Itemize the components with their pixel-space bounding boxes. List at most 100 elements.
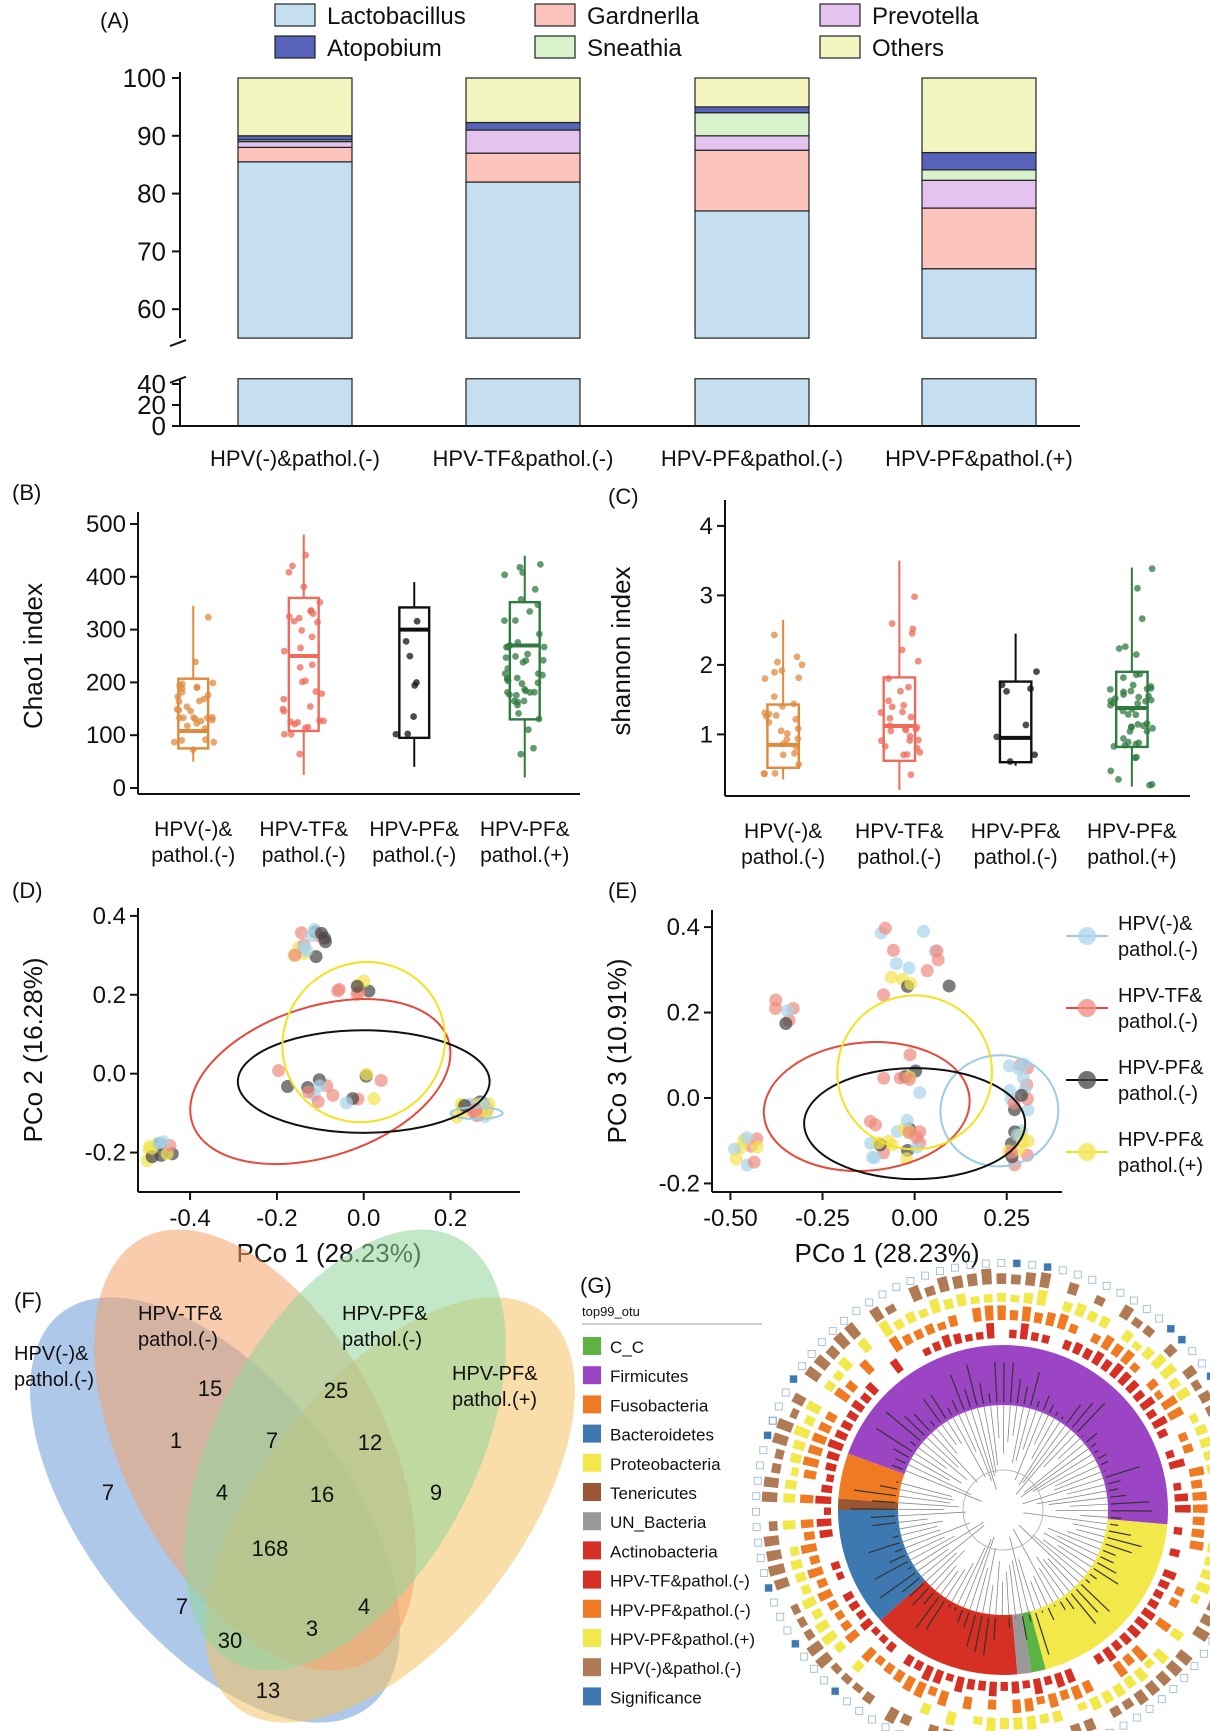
data-point (1148, 565, 1156, 573)
confidence-ellipse (803, 1067, 1027, 1181)
x-tick-label: pathol.(+) (1087, 846, 1176, 869)
abundance-bar (1022, 1679, 1031, 1689)
abundance-bar (1023, 1292, 1034, 1305)
data-point (993, 733, 1001, 741)
legend-swatch (583, 1395, 601, 1414)
tree-branch (958, 1414, 977, 1452)
abundance-bar (1076, 1701, 1088, 1712)
data-point (771, 668, 778, 676)
stacked-bar-segment (465, 77, 581, 124)
legend-label: pathol.(+) (1118, 1155, 1203, 1177)
box (882, 676, 917, 763)
x-tick-label: pathol.(-) (151, 844, 235, 867)
abundance-bar (984, 1305, 994, 1321)
significance-marker (1119, 1721, 1128, 1730)
stacked-bar-segment (921, 207, 1037, 270)
abundance-bar (1190, 1379, 1203, 1392)
tree-branch (1047, 1558, 1075, 1588)
abundance-bar (1025, 1272, 1037, 1287)
abundance-bar (844, 1321, 862, 1340)
y-tick-label: -0.2 (85, 1140, 126, 1167)
abundance-bar (1151, 1415, 1168, 1430)
data-point (1143, 720, 1151, 727)
abundance-bar (1167, 1377, 1182, 1391)
abundance-bar (1121, 1697, 1135, 1711)
abundance-bar (952, 1332, 963, 1345)
tree-tip (1065, 1597, 1075, 1610)
abundance-bar (801, 1595, 818, 1610)
abundance-bar (865, 1381, 880, 1396)
data-point (302, 551, 310, 559)
stacked-bar-segment (465, 129, 581, 154)
abundance-bar (1150, 1353, 1167, 1370)
legend-marker (1078, 1143, 1096, 1161)
abundance-bar (765, 1549, 783, 1562)
abundance-bar (840, 1419, 854, 1432)
data-point (1115, 645, 1123, 652)
data-point (402, 637, 410, 645)
data-point (1121, 741, 1129, 749)
tree-branch (1048, 1497, 1108, 1505)
tree-tip (1086, 1432, 1098, 1443)
abundance-bar (824, 1411, 838, 1424)
tree-branch (1034, 1415, 1049, 1445)
sample-point (311, 1095, 325, 1109)
panel-label-a: (A) (100, 8, 129, 33)
data-point (1143, 727, 1151, 735)
tree-tip (1081, 1435, 1084, 1438)
tree-tip (902, 1577, 920, 1593)
tree-tip (1109, 1523, 1119, 1526)
abundance-bar (1155, 1617, 1172, 1633)
data-point (514, 638, 522, 646)
x-tick-label: pathol.(-) (372, 844, 456, 867)
tree-branch (1066, 1530, 1103, 1544)
abundance-bar (892, 1668, 906, 1684)
x-tick-label: -0.25 (795, 1205, 850, 1232)
sample-point (878, 921, 892, 935)
abundance-bar (761, 1491, 778, 1503)
stacked-bar-segment (237, 161, 353, 339)
abundance-bar (782, 1520, 796, 1530)
abundance-bar (861, 1646, 877, 1663)
abundance-bar (884, 1303, 897, 1316)
data-point (504, 677, 512, 685)
legend-swatch (819, 35, 861, 59)
tree-tip (950, 1374, 965, 1410)
abundance-bar (1032, 1677, 1044, 1695)
abundance-bar (1091, 1350, 1105, 1367)
abundance-bar (941, 1334, 953, 1348)
data-point (517, 750, 525, 758)
abundance-bar (1053, 1672, 1066, 1688)
legend-swatch (583, 1629, 601, 1647)
x-tick-label: pathol.(+) (480, 844, 569, 867)
abundance-bar (899, 1713, 913, 1727)
y-tick-label: 60 (137, 294, 166, 324)
data-point (886, 722, 894, 729)
data-point (877, 737, 885, 745)
data-point (901, 725, 909, 733)
tree-branch (947, 1420, 962, 1444)
abundance-bar (803, 1469, 817, 1480)
data-point (517, 596, 525, 603)
abundance-bar (817, 1421, 833, 1434)
abundance-bar (913, 1328, 925, 1341)
abundance-bar (1202, 1450, 1210, 1462)
data-point (914, 657, 922, 665)
data-point (526, 608, 534, 615)
abundance-bar (936, 1689, 950, 1707)
abundance-bar (996, 1273, 1007, 1285)
y-tick-label: 200 (86, 669, 126, 696)
data-point (1147, 696, 1155, 704)
abundance-bar (1013, 1717, 1023, 1730)
tree-tip (1109, 1488, 1119, 1492)
significance-marker (1142, 1305, 1151, 1314)
tree-tip (1036, 1400, 1040, 1408)
significance-marker (1188, 1347, 1197, 1356)
data-point (294, 719, 302, 726)
abundance-bar (1133, 1666, 1149, 1683)
y-axis-title: Chao1 index (18, 583, 48, 729)
tree-branch (951, 1562, 974, 1602)
abundance-bar (1145, 1378, 1159, 1391)
abundance-bar (830, 1560, 841, 1571)
tree-branch (1022, 1477, 1104, 1505)
